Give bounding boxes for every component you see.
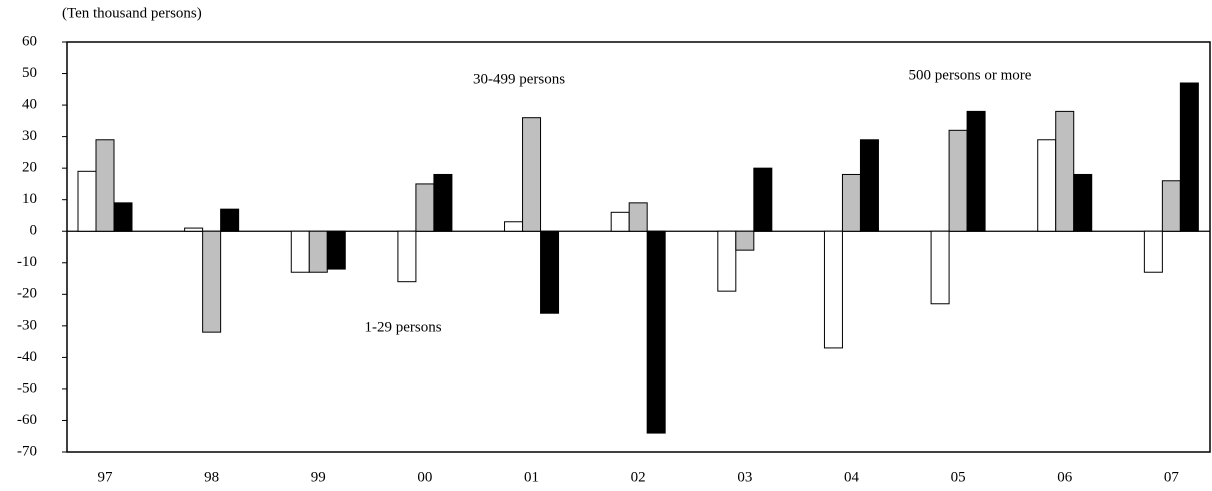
bar [717,230,737,292]
bar [646,230,666,434]
x-tick-label: 07 [1164,469,1180,485]
x-tick-label: 00 [417,469,432,485]
bar [184,227,204,232]
plot-frame [66,41,1211,453]
bar [841,173,861,232]
y-tick-label: -70 [17,443,37,459]
bar [95,139,115,232]
y-tick-label: 40 [22,97,37,113]
bar [77,170,97,232]
x-tick-label: 01 [524,469,539,485]
bar [522,117,542,232]
bar [202,230,222,333]
bar [610,211,630,232]
series-label: 500 persons or more [909,67,1032,83]
y-tick-label: 30 [22,128,37,144]
bar [433,173,453,232]
bar [1143,230,1163,273]
bar [753,167,773,232]
y-tick-label: -40 [17,349,37,365]
series-label: 30-499 persons [473,71,565,87]
bar [1161,180,1181,232]
y-tick-label: 0 [30,223,38,239]
y-tick-label: -60 [17,412,37,428]
bar [1179,82,1199,232]
series-label: 1-29 persons [364,319,441,335]
y-tick-label: 10 [22,191,37,207]
bar [930,230,950,305]
x-tick-label: 04 [844,469,860,485]
bar [415,183,435,232]
y-tick-label: -50 [17,380,37,396]
x-tick-label: 03 [737,469,752,485]
bar [735,230,755,251]
bar [113,202,133,232]
y-tick-label: 50 [22,65,37,81]
x-tick-label: 99 [311,469,326,485]
y-tick-label: 20 [22,160,37,176]
x-tick-label: 05 [951,469,966,485]
x-tick-label: 06 [1057,469,1073,485]
bar [966,110,986,232]
y-tick-label: -10 [17,254,37,270]
bar [540,230,560,314]
bar [823,230,843,349]
bar [326,230,346,270]
y-tick-label: 60 [22,33,37,49]
bar [948,129,968,232]
bar [1073,173,1093,232]
bar [1037,139,1057,232]
y-tick-label: -30 [17,317,37,333]
x-tick-label: 97 [98,469,114,485]
y-axis-title: (Ten thousand persons) [62,5,202,21]
bar [504,221,524,232]
bar [308,230,328,273]
bar [290,230,310,273]
x-tick-label: 02 [631,469,646,485]
bar [220,208,240,232]
bar [397,230,417,283]
bar [859,139,879,232]
bar [628,202,648,232]
bar [1055,110,1075,232]
y-tick-label: -20 [17,286,37,302]
x-tick-label: 98 [204,469,219,485]
